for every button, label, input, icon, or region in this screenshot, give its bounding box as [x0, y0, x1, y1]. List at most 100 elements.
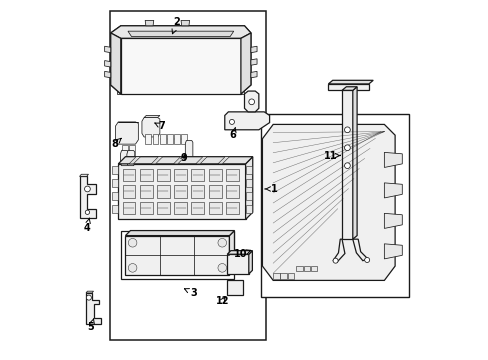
Polygon shape — [208, 185, 221, 198]
Polygon shape — [208, 202, 221, 214]
Polygon shape — [125, 230, 234, 235]
Polygon shape — [142, 118, 160, 137]
Polygon shape — [332, 239, 344, 262]
Polygon shape — [280, 273, 286, 279]
Polygon shape — [245, 205, 251, 213]
Polygon shape — [120, 150, 128, 166]
Polygon shape — [140, 169, 152, 181]
Text: 4: 4 — [83, 218, 90, 233]
Polygon shape — [115, 122, 138, 144]
Polygon shape — [225, 185, 238, 198]
Text: 11: 11 — [323, 150, 340, 161]
Polygon shape — [129, 145, 135, 155]
Text: 5: 5 — [87, 319, 94, 332]
Text: 8: 8 — [111, 138, 121, 149]
Polygon shape — [160, 134, 165, 144]
Polygon shape — [250, 71, 257, 78]
Polygon shape — [129, 157, 140, 164]
Polygon shape — [121, 39, 241, 94]
Polygon shape — [117, 90, 244, 94]
Polygon shape — [328, 84, 368, 90]
Polygon shape — [248, 251, 252, 274]
Circle shape — [128, 238, 137, 247]
Polygon shape — [86, 291, 93, 293]
Polygon shape — [244, 91, 258, 112]
Polygon shape — [140, 185, 152, 198]
Polygon shape — [122, 145, 127, 155]
Polygon shape — [218, 157, 229, 164]
Polygon shape — [245, 179, 251, 187]
Polygon shape — [80, 176, 96, 218]
Polygon shape — [245, 192, 251, 200]
Polygon shape — [303, 266, 309, 271]
Polygon shape — [273, 273, 279, 279]
Polygon shape — [384, 183, 402, 198]
Polygon shape — [191, 185, 204, 198]
Polygon shape — [174, 134, 180, 144]
Polygon shape — [126, 150, 135, 166]
Text: 12: 12 — [215, 296, 228, 306]
Polygon shape — [118, 164, 245, 220]
Polygon shape — [174, 202, 187, 214]
Polygon shape — [152, 134, 158, 144]
Polygon shape — [86, 293, 101, 324]
Text: 3: 3 — [184, 288, 197, 298]
Polygon shape — [191, 202, 204, 214]
Polygon shape — [122, 185, 135, 198]
Circle shape — [344, 127, 349, 133]
Polygon shape — [352, 239, 367, 261]
Polygon shape — [310, 266, 317, 271]
Circle shape — [218, 264, 226, 272]
Circle shape — [85, 210, 89, 215]
Polygon shape — [112, 166, 118, 174]
Polygon shape — [122, 202, 135, 214]
Polygon shape — [157, 185, 169, 198]
Polygon shape — [250, 59, 257, 65]
Polygon shape — [262, 125, 394, 280]
Polygon shape — [181, 21, 189, 26]
Circle shape — [86, 295, 91, 300]
Polygon shape — [174, 185, 187, 198]
Polygon shape — [384, 152, 402, 167]
Polygon shape — [167, 134, 172, 144]
Bar — [110, 12, 265, 339]
Polygon shape — [104, 60, 110, 67]
Polygon shape — [245, 166, 251, 174]
Polygon shape — [118, 157, 252, 164]
Polygon shape — [157, 202, 169, 214]
Text: 7: 7 — [155, 121, 164, 131]
Polygon shape — [229, 230, 234, 275]
Polygon shape — [225, 169, 238, 181]
Circle shape — [344, 145, 349, 150]
Polygon shape — [241, 33, 250, 94]
Polygon shape — [104, 46, 110, 53]
Polygon shape — [144, 134, 150, 144]
Polygon shape — [112, 192, 118, 200]
Polygon shape — [185, 140, 192, 160]
Polygon shape — [224, 112, 269, 130]
Bar — [260, 114, 408, 297]
Polygon shape — [157, 169, 169, 181]
Polygon shape — [226, 280, 242, 295]
Circle shape — [218, 238, 226, 247]
Polygon shape — [227, 254, 248, 274]
Text: 2: 2 — [172, 17, 180, 34]
Polygon shape — [245, 157, 252, 220]
Polygon shape — [227, 251, 252, 254]
Circle shape — [128, 264, 137, 272]
Polygon shape — [296, 266, 303, 271]
Circle shape — [332, 258, 337, 263]
Polygon shape — [140, 202, 152, 214]
Polygon shape — [341, 87, 356, 90]
Polygon shape — [328, 80, 372, 84]
Circle shape — [364, 257, 369, 262]
Polygon shape — [250, 46, 257, 53]
Polygon shape — [173, 157, 184, 164]
Circle shape — [248, 99, 254, 105]
Polygon shape — [122, 169, 135, 181]
Polygon shape — [110, 33, 121, 94]
Circle shape — [229, 120, 234, 125]
Polygon shape — [287, 273, 293, 279]
Polygon shape — [144, 116, 160, 118]
Polygon shape — [128, 31, 233, 37]
